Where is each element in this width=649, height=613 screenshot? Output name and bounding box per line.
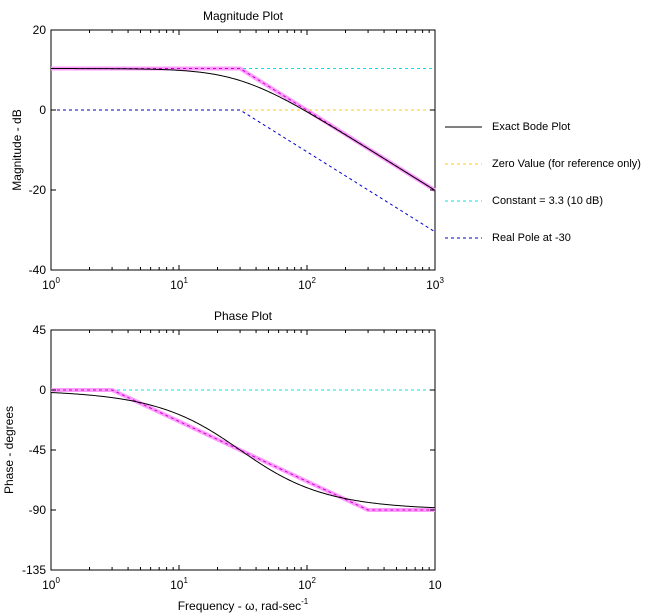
phase-x-tick-base: 10 xyxy=(298,578,312,592)
phase-x-tick-exponent: 2 xyxy=(311,576,316,585)
legend-label: Exact Bode Plot xyxy=(492,121,570,133)
phase-x-tick-label: 100 xyxy=(42,576,60,592)
phase-y-tick-label: -90 xyxy=(29,503,47,517)
phase-x-tick-exponent: 0 xyxy=(55,576,60,585)
phase-asymptote-sum-line xyxy=(51,388,435,512)
magnitude-asymptote-sum-line xyxy=(51,66,437,193)
phase-x-tick-label: 101 xyxy=(170,576,188,592)
phase-y-tick-label: -45 xyxy=(29,443,47,457)
phase-plot-title: Phase Plot xyxy=(214,309,273,323)
magnitude-x-tick-label: 102 xyxy=(298,276,316,292)
magnitude-plot-frame xyxy=(50,29,436,271)
magnitude-exact-line xyxy=(51,68,436,191)
magnitude-x-tick-exponent: 3 xyxy=(439,276,444,285)
magnitude-x-tick-exponent: 0 xyxy=(55,276,60,285)
phase-x-tick-base: 10 xyxy=(170,578,184,592)
phase-asymptote-dashed-line xyxy=(51,389,435,511)
magnitude-x-tick-base: 10 xyxy=(426,278,440,292)
phase-x-tick-base: 10 xyxy=(428,578,442,592)
magnitude-x-tick-base: 10 xyxy=(298,278,312,292)
phase-series-group xyxy=(50,388,436,512)
frequency-x-axis-label-text: Frequency - ω, rad-sec xyxy=(178,599,301,613)
legend-label: Constant = 3.3 (10 dB) xyxy=(492,195,603,207)
phase-panel: Phase Plot Phase - degrees Frequency - ω… xyxy=(2,309,442,613)
frequency-x-axis-label: Frequency - ω, rad-sec-1 xyxy=(178,597,309,613)
magnitude-x-tick-label: 101 xyxy=(170,276,188,292)
magnitude-series-group xyxy=(51,66,437,233)
phase-x-tick-base: 10 xyxy=(42,578,56,592)
phase-y-axis-label: Phase - degrees xyxy=(2,406,16,494)
phase-y-tick-label: 45 xyxy=(33,323,47,337)
phase-exact-line xyxy=(50,392,436,509)
magnitude-y-axis-label: Magnitude - dB xyxy=(10,109,24,190)
magnitude-y-tick-label: 0 xyxy=(39,103,46,117)
magnitude-x-tick-label: 103 xyxy=(426,276,444,292)
phase-y-tick-label: 0 xyxy=(39,383,46,397)
magnitude-pole-line xyxy=(51,109,436,233)
magnitude-x-tick-exponent: 2 xyxy=(311,276,316,285)
magnitude-y-tick-label: 20 xyxy=(33,23,47,37)
magnitude-x-tick-base: 10 xyxy=(42,278,56,292)
phase-x-tick-label: 102 xyxy=(298,576,316,592)
legend-label: Real Pole at -30 xyxy=(492,232,571,244)
magnitude-y-tick-label: -20 xyxy=(29,183,47,197)
magnitude-plot-title: Magnitude Plot xyxy=(203,9,284,23)
phase-x-tick-exponent: 1 xyxy=(183,576,188,585)
frequency-x-axis-label-superscript: -1 xyxy=(301,597,309,606)
magnitude-x-tick-label: 100 xyxy=(42,276,60,292)
magnitude-asymptote-dashed-line xyxy=(51,68,436,191)
magnitude-panel: Magnitude Plot Magnitude - dB 100 101 102 1… xyxy=(10,9,444,292)
magnitude-y-tick-label: -40 xyxy=(29,263,47,277)
legend: Exact Bode Plot Zero Value (for reference… xyxy=(445,121,641,244)
phase-y-tick-label: -135 xyxy=(22,563,46,577)
magnitude-x-tick-base: 10 xyxy=(170,278,184,292)
magnitude-x-tick-exponent: 1 xyxy=(183,276,188,285)
legend-label: Zero Value (for reference only) xyxy=(492,158,641,170)
phase-x-tick-label: 10 xyxy=(428,578,442,592)
